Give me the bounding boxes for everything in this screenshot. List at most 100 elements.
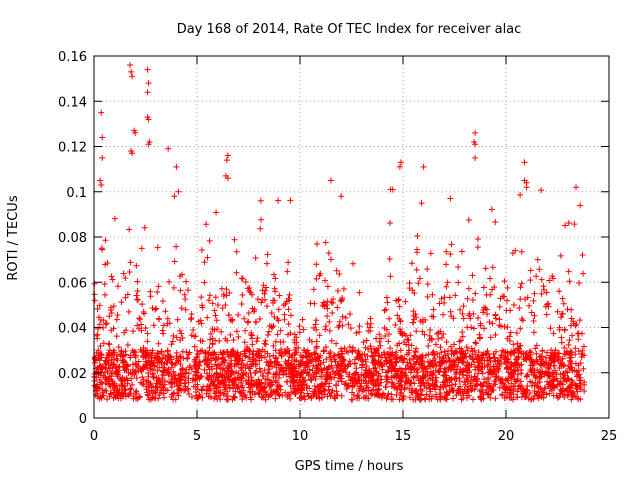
data-point xyxy=(291,373,298,380)
data-point xyxy=(493,363,500,370)
data-point xyxy=(263,284,270,291)
data-point xyxy=(529,359,536,366)
data-point xyxy=(556,381,563,388)
data-point xyxy=(470,356,477,363)
data-point xyxy=(474,380,481,387)
data-point xyxy=(523,387,530,394)
data-point xyxy=(425,343,432,349)
data-point xyxy=(469,348,476,355)
data-point xyxy=(427,362,434,369)
data-point xyxy=(491,284,498,291)
data-point xyxy=(106,313,113,320)
data-point xyxy=(533,350,540,357)
data-point xyxy=(414,232,421,239)
data-point xyxy=(549,357,556,364)
data-point xyxy=(276,392,283,399)
data-point xyxy=(562,351,569,358)
data-point xyxy=(503,297,510,304)
data-point xyxy=(346,311,353,318)
data-point xyxy=(336,368,343,375)
data-point xyxy=(230,348,237,355)
data-point xyxy=(96,321,103,328)
data-point xyxy=(411,380,418,387)
data-point xyxy=(575,336,582,343)
data-point xyxy=(477,334,484,341)
data-point xyxy=(291,331,298,338)
data-point xyxy=(142,347,149,354)
data-point xyxy=(382,384,389,391)
data-point xyxy=(465,312,472,319)
data-point xyxy=(212,312,219,319)
data-point xyxy=(504,324,511,331)
data-point xyxy=(214,396,221,403)
data-point xyxy=(447,195,454,202)
data-point xyxy=(184,355,191,362)
data-point xyxy=(541,371,548,378)
data-point xyxy=(223,292,230,299)
data-point xyxy=(457,366,464,373)
data-point xyxy=(239,357,246,364)
data-point xyxy=(158,348,165,355)
data-point xyxy=(430,306,437,313)
data-point xyxy=(356,383,363,390)
data-point xyxy=(206,237,213,244)
data-point xyxy=(284,345,291,352)
data-point xyxy=(238,275,245,282)
data-point xyxy=(313,368,320,375)
data-point xyxy=(205,350,212,357)
data-point xyxy=(323,356,330,363)
data-point xyxy=(296,394,303,401)
data-point xyxy=(230,385,237,392)
data-point xyxy=(460,371,467,378)
data-point xyxy=(266,353,273,360)
data-point xyxy=(277,339,284,346)
data-point xyxy=(426,337,433,344)
data-point xyxy=(320,348,327,355)
data-point xyxy=(427,326,434,333)
data-point xyxy=(567,348,574,355)
data-point xyxy=(450,387,457,394)
data-point xyxy=(93,332,100,339)
data-point xyxy=(517,284,524,291)
data-point xyxy=(213,390,220,397)
data-point xyxy=(325,386,332,393)
data-point xyxy=(176,382,183,389)
data-point xyxy=(518,350,525,357)
data-point xyxy=(312,350,319,357)
y-tick-label: 0.16 xyxy=(58,50,87,65)
data-point xyxy=(463,376,470,383)
data-point xyxy=(332,395,339,402)
data-point xyxy=(129,381,136,388)
data-point xyxy=(173,349,180,356)
data-point xyxy=(284,268,291,275)
data-point xyxy=(199,387,206,394)
data-point xyxy=(538,187,545,194)
data-point xyxy=(568,306,575,313)
data-point xyxy=(550,392,557,399)
data-point xyxy=(369,353,376,360)
data-point xyxy=(114,373,121,380)
data-point xyxy=(383,326,390,333)
data-point xyxy=(479,382,486,389)
data-point xyxy=(513,329,520,336)
data-point xyxy=(577,360,584,367)
data-point xyxy=(364,352,371,359)
data-point xyxy=(133,390,140,397)
data-point xyxy=(541,360,548,367)
data-point xyxy=(479,364,486,371)
data-point xyxy=(264,303,271,310)
data-point xyxy=(372,350,379,357)
data-point xyxy=(449,388,456,395)
data-point xyxy=(96,302,103,309)
data-point xyxy=(465,285,472,292)
data-point xyxy=(487,394,494,401)
data-point xyxy=(418,200,425,207)
data-point xyxy=(141,224,148,231)
data-point xyxy=(466,361,473,368)
y-tick-label: 0.02 xyxy=(58,367,87,382)
data-point xyxy=(396,355,403,362)
data-point xyxy=(474,236,481,243)
data-point xyxy=(134,296,141,303)
data-point xyxy=(243,371,250,378)
data-point xyxy=(285,320,292,327)
